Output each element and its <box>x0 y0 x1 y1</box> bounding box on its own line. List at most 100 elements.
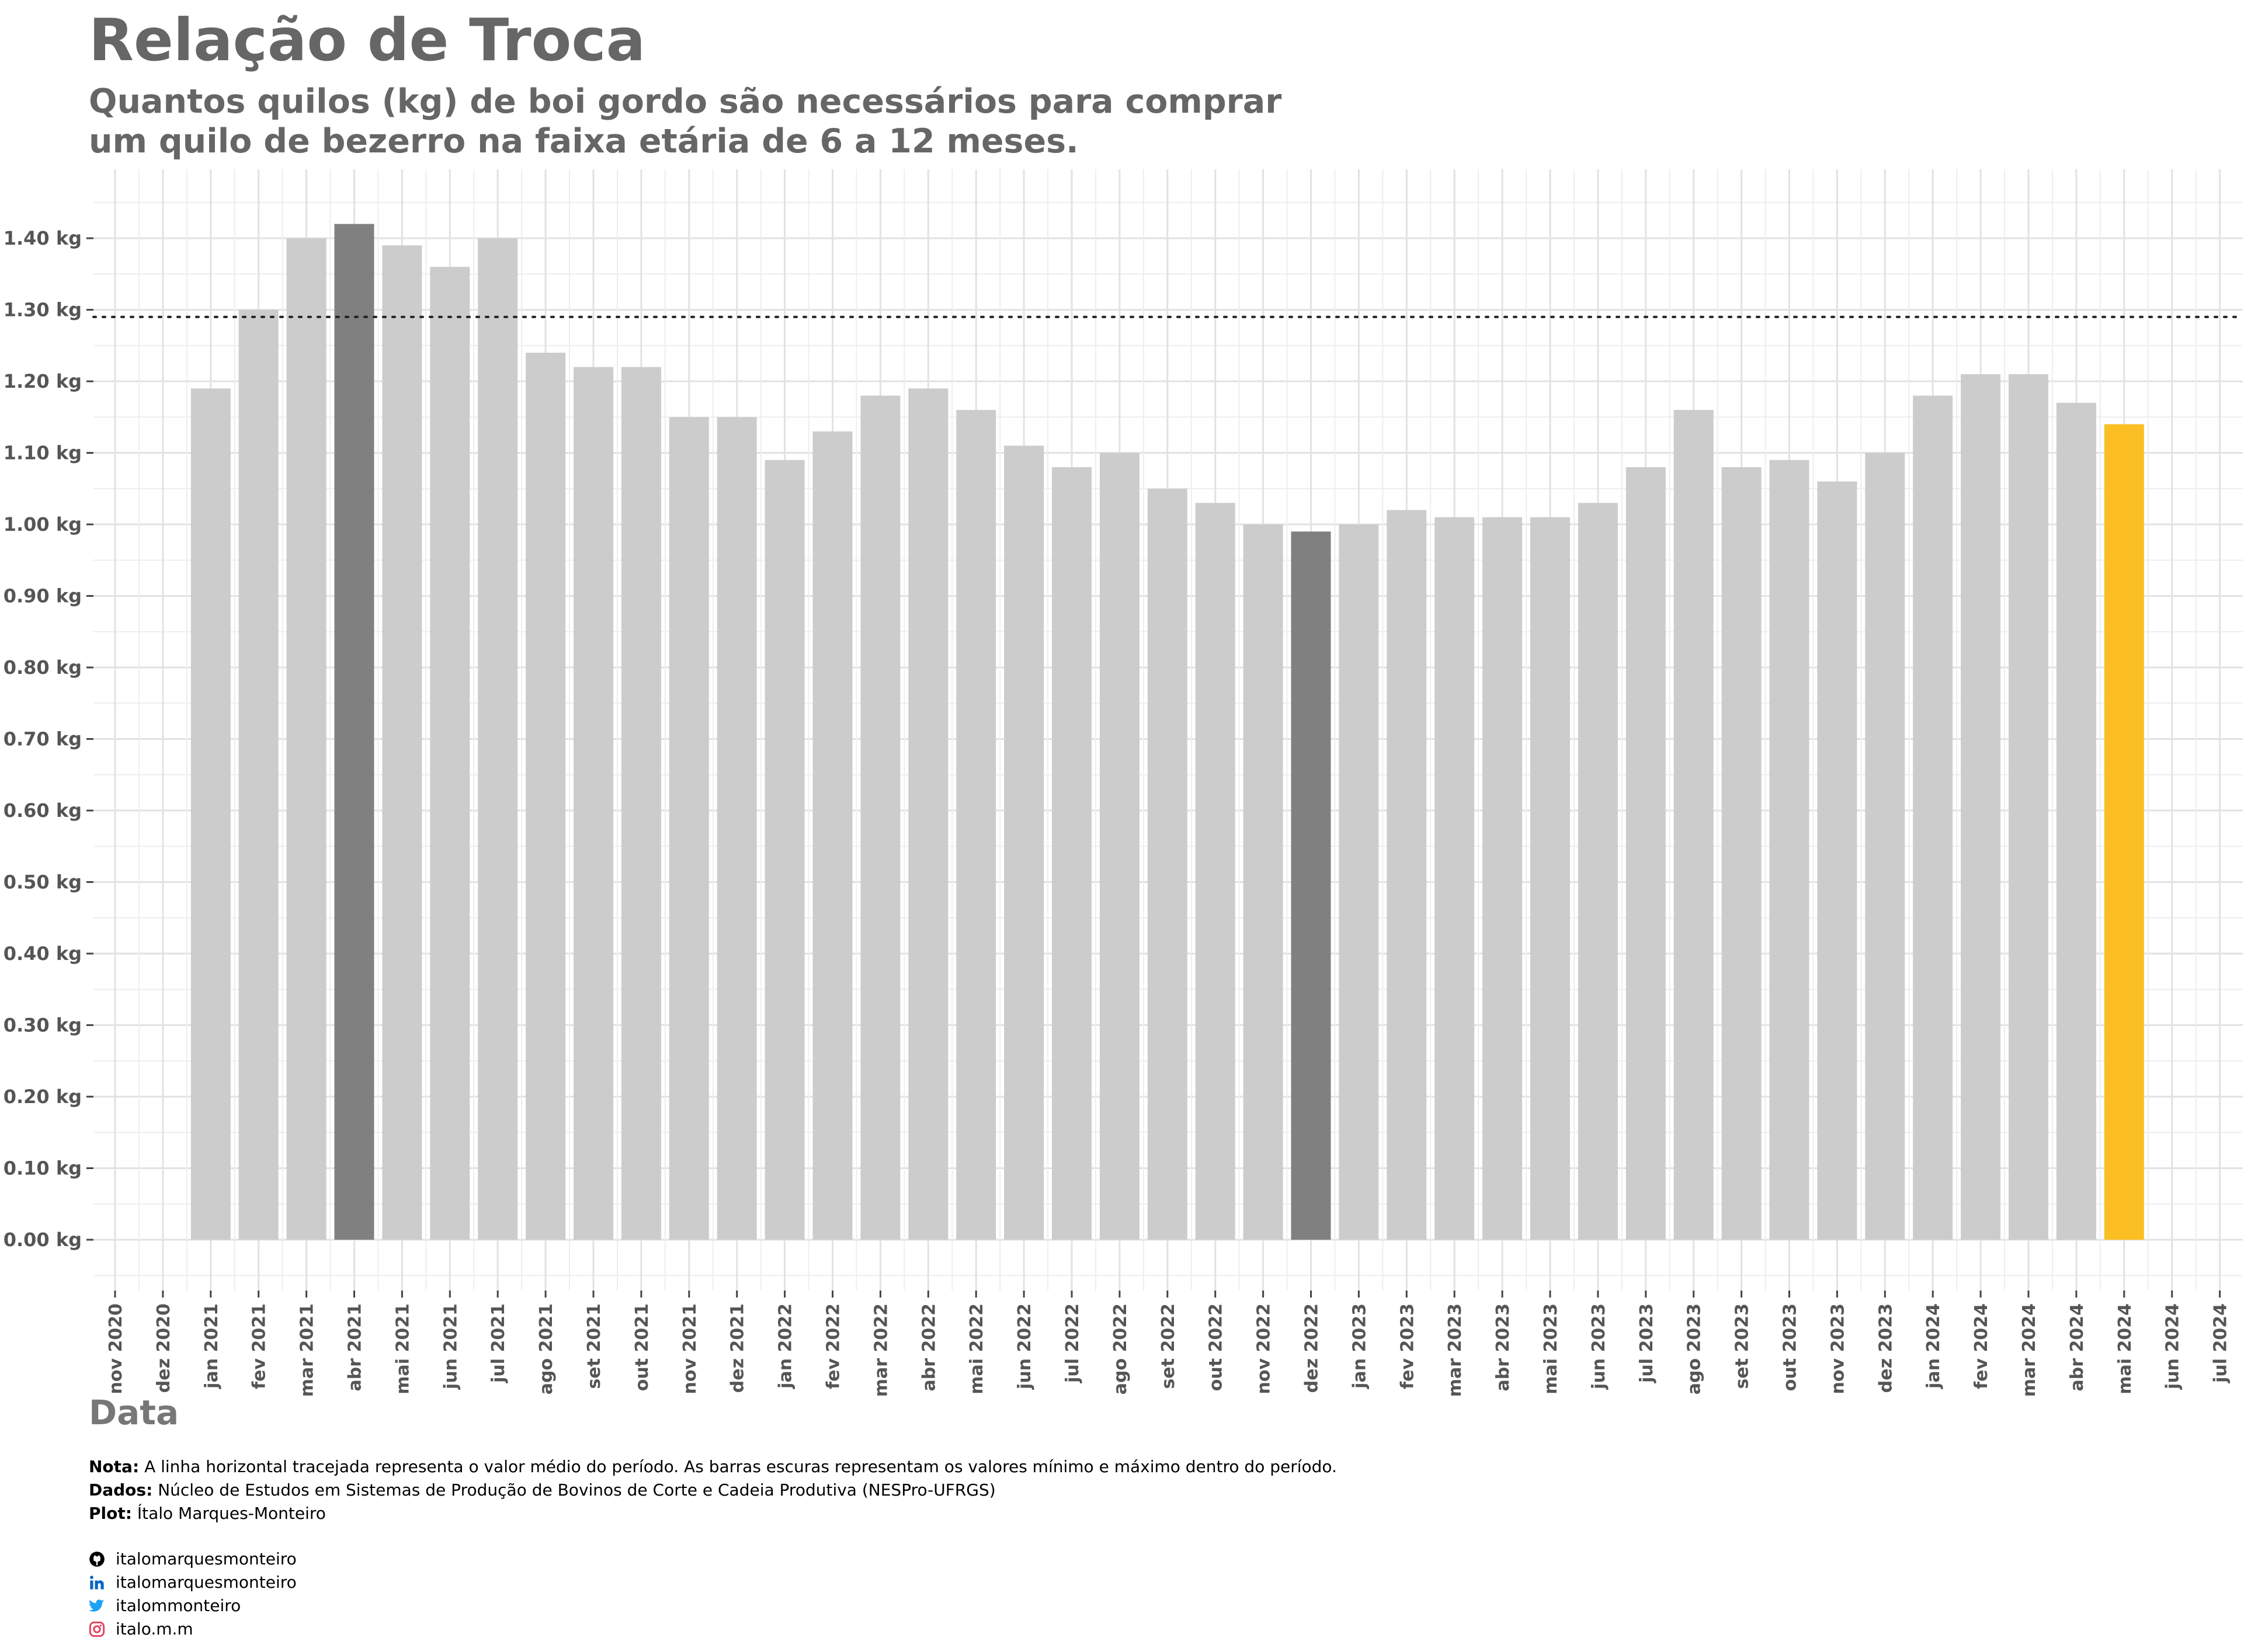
y-tick-label: 1.10 kg <box>4 442 82 464</box>
linkedin-handle: italomarquesmonteiro <box>116 1573 297 1592</box>
bar-dez-2021 <box>717 417 757 1240</box>
x-tick-label: out 2022 <box>1206 1303 1227 1391</box>
y-tick-label: 1.30 kg <box>4 299 82 321</box>
y-tick-label: 0.50 kg <box>4 871 82 893</box>
x-tick-label: jan 2022 <box>776 1303 796 1389</box>
bar-jan-2023 <box>1339 524 1379 1240</box>
social-github[interactable]: italomarquesmonteiro <box>89 1547 297 1571</box>
x-tick-label: ago 2023 <box>1684 1303 1705 1394</box>
x-tick-label: mar 2023 <box>1445 1303 1465 1397</box>
x-tick-label: dez 2020 <box>154 1303 174 1393</box>
social-twitter[interactable]: italommonteiro <box>89 1594 297 1618</box>
x-tick-label: jul 2023 <box>1637 1303 1657 1383</box>
x-tick-label: nov 2020 <box>106 1303 126 1394</box>
bar-set-2023 <box>1721 467 1762 1240</box>
instagram-handle: italo.m.m <box>116 1619 193 1639</box>
x-tick-label: dez 2023 <box>1875 1303 1896 1393</box>
bar-jan-2022 <box>765 460 805 1240</box>
x-tick-label: mai 2024 <box>2115 1303 2135 1394</box>
x-tick-label: jan 2024 <box>1923 1303 1944 1389</box>
x-tick-label: mai 2021 <box>392 1303 413 1394</box>
bar-abr-2024 <box>2056 402 2096 1240</box>
twitter-icon <box>89 1599 105 1612</box>
instagram-icon <box>89 1621 105 1637</box>
bar-jan-2021 <box>190 388 231 1240</box>
bar-fev-2021 <box>238 309 279 1240</box>
bar-jun-2021 <box>430 267 470 1240</box>
x-tick-label: mai 2023 <box>1541 1303 1561 1394</box>
social-instagram[interactable]: italo.m.m <box>89 1618 297 1641</box>
subtitle-line-2: um quilo de bezerro na faixa etária de 6… <box>89 122 1079 161</box>
github-handle: italomarquesmonteiro <box>116 1549 297 1568</box>
x-tick-label: jul 2024 <box>2211 1303 2231 1383</box>
x-tick-label: dez 2022 <box>1302 1303 1322 1393</box>
y-tick-label: 0.30 kg <box>4 1014 82 1037</box>
x-tick-label: abr 2021 <box>345 1303 366 1391</box>
y-tick-label: 1.00 kg <box>4 513 82 535</box>
x-tick-label: mai 2022 <box>967 1303 987 1394</box>
x-tick-label: nov 2023 <box>1828 1303 1848 1394</box>
x-tick-label: mar 2022 <box>871 1303 891 1397</box>
bar-abr-2022 <box>908 388 949 1240</box>
x-tick-label: nov 2021 <box>680 1303 700 1394</box>
bar-abr-2021 <box>334 224 374 1240</box>
bar-mai-2022 <box>956 410 996 1240</box>
x-tick-label: abr 2022 <box>919 1303 939 1391</box>
x-tick-label: jun 2022 <box>1015 1303 1035 1390</box>
chart-title: Relação de Troca <box>89 6 646 74</box>
y-tick-label: 0.00 kg <box>4 1229 82 1251</box>
x-tick-label: set 2021 <box>584 1303 605 1389</box>
x-tick-label: fev 2024 <box>1971 1303 1992 1389</box>
bar-jun-2023 <box>1578 503 1618 1240</box>
x-tick-label: fev 2022 <box>824 1303 844 1389</box>
bar-nov-2023 <box>1817 481 1857 1240</box>
x-tick-label: ago 2021 <box>536 1303 557 1394</box>
github-icon <box>89 1552 105 1567</box>
x-tick-label: abr 2023 <box>1493 1303 1513 1391</box>
bar-dez-2023 <box>1865 453 1905 1240</box>
twitter-handle: italommonteiro <box>116 1596 241 1615</box>
x-tick-label: abr 2024 <box>2067 1303 2087 1391</box>
bar-ago-2023 <box>1673 410 1714 1240</box>
x-tick-label: jun 2024 <box>2163 1303 2183 1390</box>
bar-dez-2022 <box>1291 531 1331 1240</box>
bar-mai-2024 <box>2104 424 2144 1240</box>
bar-set-2021 <box>574 367 613 1240</box>
x-axis-title: Data <box>89 1393 179 1432</box>
y-tick-label: 1.40 kg <box>4 227 82 249</box>
bar-nov-2022 <box>1243 524 1283 1240</box>
y-tick-label: 0.20 kg <box>4 1086 82 1108</box>
bar-jul-2023 <box>1625 467 1666 1240</box>
bar-jul-2021 <box>478 238 518 1240</box>
y-tick-label: 0.60 kg <box>4 799 82 822</box>
x-tick-label: set 2023 <box>1732 1303 1753 1389</box>
x-tick-label: jul 2021 <box>488 1303 509 1383</box>
x-tick-label: fev 2021 <box>249 1303 270 1389</box>
social-linkedin[interactable]: italomarquesmonteiro <box>89 1571 297 1594</box>
bar-mar-2021 <box>286 238 326 1240</box>
x-tick-label: out 2023 <box>1780 1303 1801 1391</box>
bar-set-2022 <box>1147 488 1187 1240</box>
x-tick-label: mar 2024 <box>2019 1303 2040 1397</box>
bar-nov-2021 <box>669 417 709 1240</box>
x-tick-label: set 2022 <box>1158 1303 1179 1389</box>
bar-ago-2021 <box>526 353 566 1240</box>
bar-abr-2023 <box>1482 517 1523 1240</box>
x-tick-label: jun 2023 <box>1589 1303 1609 1390</box>
data-source-line: Dados: Núcleo de Estudos em Sistemas de … <box>89 1480 996 1500</box>
bar-jan-2024 <box>1913 395 1953 1240</box>
x-tick-label: out 2021 <box>632 1303 652 1391</box>
note-line: Nota: A linha horizontal tracejada repre… <box>89 1457 1337 1476</box>
bar-mar-2024 <box>2009 374 2048 1240</box>
x-tick-label: fev 2023 <box>1397 1303 1418 1389</box>
x-tick-label: jan 2023 <box>1349 1303 1370 1389</box>
bar-mai-2021 <box>382 245 422 1240</box>
y-tick-label: 0.40 kg <box>4 942 82 965</box>
y-tick-label: 0.80 kg <box>4 656 82 679</box>
plot-credit-line: Plot: Ítalo Marques-Monteiro <box>89 1504 326 1523</box>
chart-subtitle: Quantos quilos (kg) de boi gordo são nec… <box>89 82 1491 161</box>
bar-fev-2023 <box>1387 510 1427 1240</box>
bar-jul-2022 <box>1052 467 1092 1240</box>
x-tick-label: dez 2021 <box>728 1303 748 1393</box>
